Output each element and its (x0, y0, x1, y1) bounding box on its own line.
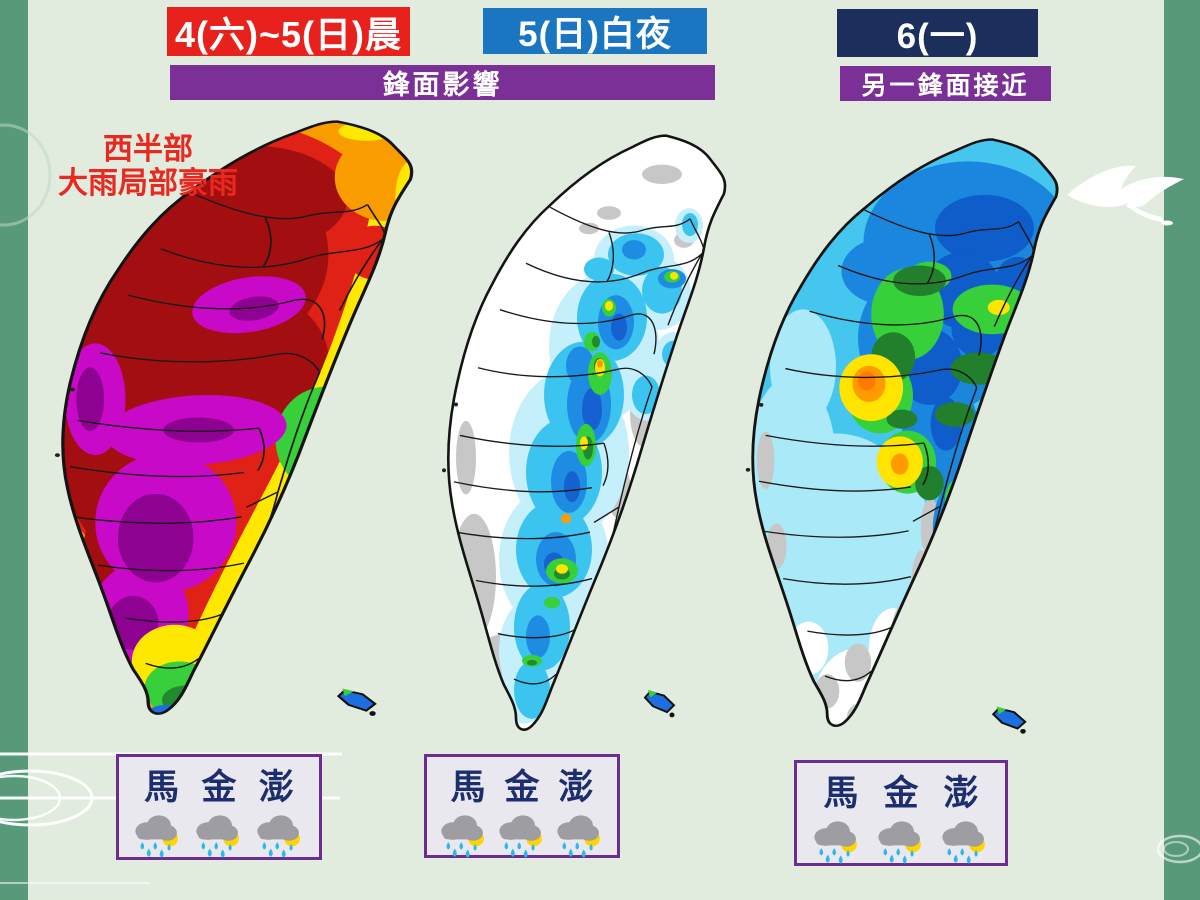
front-impact-banner: 鋒面影響 (170, 65, 715, 100)
rain-cloud-icon (441, 815, 484, 858)
period-label-sat-sun-morning: 4(六)~5(日)晨 (167, 7, 410, 56)
taiwan-map-svg-1 (54, 120, 414, 716)
taiwan-map-svg-2 (442, 134, 727, 731)
offshore-islands-box-3: 馬 金 澎 (794, 760, 1008, 866)
island-label-matsu: 馬 (823, 774, 859, 813)
island-label-kinmen: 金 (883, 774, 919, 813)
rain-cloud-icon (257, 815, 301, 858)
annotation-line-2: 大雨局部豪雨 (58, 167, 238, 200)
rain-cloud-icon (499, 815, 542, 858)
west-heavy-rain-annotation: 西半部 大雨局部豪雨 (38, 133, 258, 201)
taiwan-map-svg-3 (745, 138, 1059, 734)
rain-cloud-icon (196, 815, 239, 858)
period-label-sun-day-night: 5(日)白夜 (483, 8, 707, 54)
island-label-kinmen: 金 (504, 768, 540, 807)
island-label-penghu: 澎 (258, 768, 294, 807)
rain-cloud-icon (942, 821, 985, 864)
period-label-monday: 6(一) (837, 9, 1038, 57)
rain-cloud-icon (878, 821, 921, 864)
rain-map-monday (704, 128, 1122, 739)
island-label-matsu: 馬 (144, 768, 180, 807)
annotation-line-1: 西半部 (103, 133, 193, 166)
offshore-islands-box-1: 馬 金 澎 (116, 754, 322, 860)
rain-map-sun-day-night (404, 124, 784, 743)
island-label-penghu: 澎 (558, 768, 594, 807)
offshore-islands-box-2: 馬 金 澎 (424, 754, 620, 858)
island-label-matsu: 馬 (450, 768, 486, 807)
island-label-penghu: 澎 (943, 774, 979, 813)
rain-cloud-icon (135, 815, 178, 858)
rain-cloud-icon (557, 815, 600, 858)
rain-map-sat-sun-morning (7, 110, 486, 727)
rain-cloud-icon (814, 821, 857, 864)
island-label-kinmen: 金 (201, 768, 237, 807)
right-green-band (1164, 0, 1200, 900)
next-front-banner: 另一鋒面接近 (840, 66, 1051, 101)
